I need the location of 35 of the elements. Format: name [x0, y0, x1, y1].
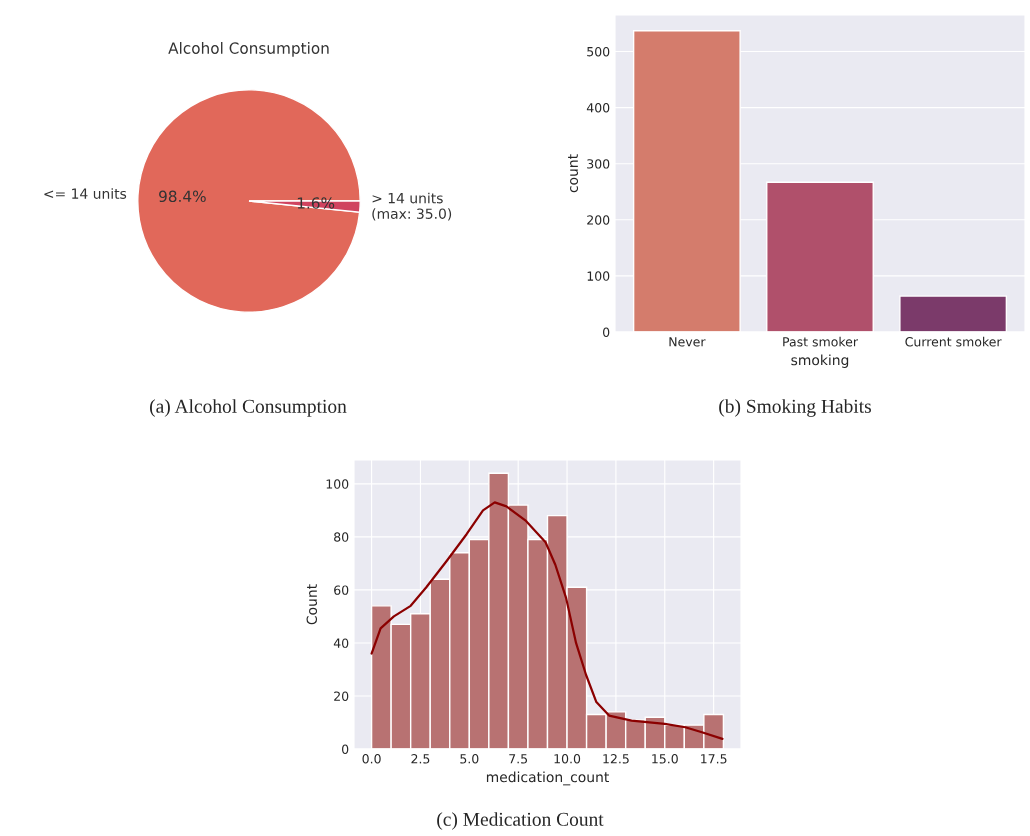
x-tick-label: Past smoker — [783, 336, 858, 347]
y-tick-label: 400 — [586, 103, 610, 113]
x-tick-label: 15.0 — [652, 754, 678, 764]
slice-label: > 14 units (max: 35.0) — [372, 192, 452, 221]
y-tick-label: 0 — [603, 327, 610, 337]
y-tick-label: 20 — [334, 691, 349, 701]
x-tick-label: 17.5 — [701, 754, 727, 764]
x-axis-title: medication_count — [486, 771, 609, 786]
y-tick-label: 500 — [587, 46, 610, 57]
y-tick-label: 80 — [334, 532, 349, 542]
slice-label: <= 14 units — [44, 188, 127, 199]
x-tick-label: 2.5 — [411, 754, 430, 764]
text: (a) Alcohol Consumption — [150, 399, 347, 417]
y-tick-label: 200 — [587, 215, 610, 225]
text: (b) Smoking Habits — [719, 399, 871, 417]
y-tick-label: 300 — [587, 159, 610, 169]
y-tick-label: 40 — [333, 638, 349, 648]
data-label: 98.4% — [159, 190, 206, 203]
x-tick-label: Current smoker — [905, 336, 1002, 347]
x-tick-label: 12.5 — [603, 754, 629, 764]
x-axis-title: smoking — [791, 354, 849, 368]
x-tick-label: 5.0 — [460, 754, 479, 764]
pie-slice — [137, 89, 361, 313]
y-axis-title: count — [568, 154, 579, 193]
x-tick-label: 7.5 — [509, 754, 528, 764]
y-tick-label: 100 — [326, 479, 349, 489]
y-tick-label: 0 — [342, 744, 349, 754]
y-tick-label: 100 — [587, 271, 610, 281]
x-tick-label: 0.0 — [362, 754, 381, 764]
chart-title: Alcohol Consumption — [168, 42, 329, 57]
x-tick-label: Never — [669, 337, 706, 347]
text: (c) Medication Count — [437, 812, 604, 830]
y-tick-label: 60 — [334, 585, 349, 595]
x-tick-label: 10.0 — [554, 754, 581, 764]
y-axis-title: Count — [306, 584, 318, 625]
